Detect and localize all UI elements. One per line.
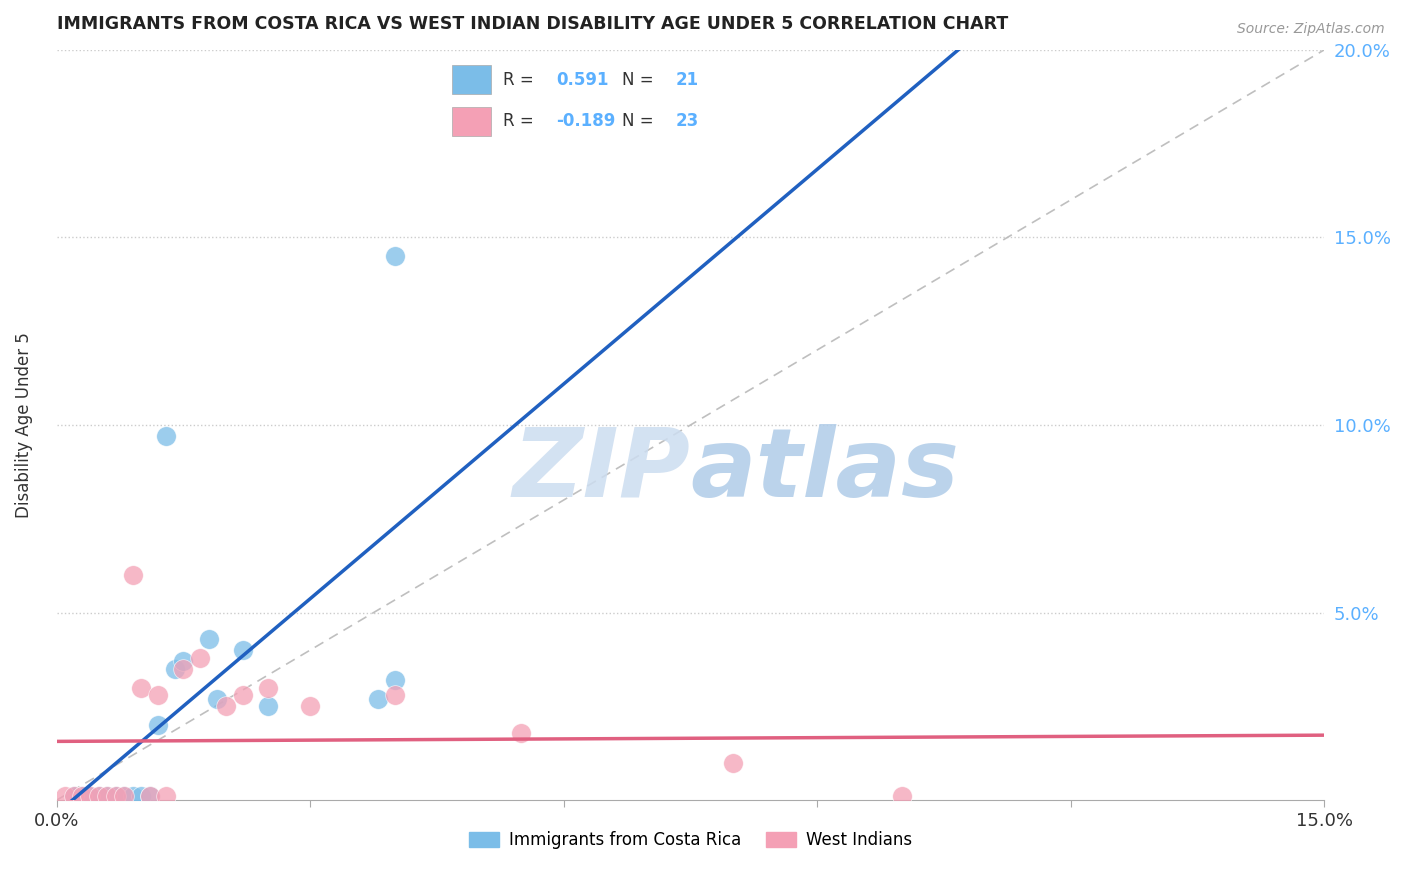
Point [121, 568, 143, 582]
Point [129, 789, 152, 804]
Point [112, 789, 135, 804]
Point [70, 789, 93, 804]
Point [384, 249, 406, 263]
Point [121, 789, 143, 804]
Point [87, 789, 110, 804]
Point [87, 789, 110, 804]
Point [510, 725, 533, 739]
Point [257, 699, 280, 714]
Point [721, 756, 744, 770]
Point [155, 429, 177, 443]
Point [172, 662, 194, 676]
Point [146, 688, 169, 702]
Point [197, 632, 219, 646]
Legend: Immigrants from Costa Rica, West Indians: Immigrants from Costa Rica, West Indians [463, 824, 918, 855]
Point [62, 789, 84, 804]
Point [129, 681, 152, 695]
Text: atlas: atlas [690, 424, 959, 516]
Point [163, 662, 186, 676]
Point [172, 654, 194, 668]
Point [155, 789, 177, 804]
Point [232, 643, 254, 657]
Text: ZIP: ZIP [513, 424, 690, 516]
Point [299, 699, 322, 714]
Point [384, 673, 406, 687]
Point [70, 789, 93, 804]
Point [104, 789, 127, 804]
Point [62, 789, 84, 804]
Point [890, 789, 912, 804]
Point [384, 688, 406, 702]
Point [138, 789, 160, 804]
Point [146, 718, 169, 732]
Text: IMMIGRANTS FROM COSTA RICA VS WEST INDIAN DISABILITY AGE UNDER 5 CORRELATION CHA: IMMIGRANTS FROM COSTA RICA VS WEST INDIA… [56, 15, 1008, 33]
Point [104, 789, 127, 804]
Y-axis label: Disability Age Under 5: Disability Age Under 5 [15, 332, 32, 518]
Point [257, 681, 280, 695]
Point [214, 699, 236, 714]
Point [96, 789, 118, 804]
Point [96, 789, 118, 804]
Point [138, 789, 160, 804]
Text: Source: ZipAtlas.com: Source: ZipAtlas.com [1237, 22, 1385, 37]
Point [205, 692, 228, 706]
Point [79, 789, 101, 804]
Point [367, 692, 389, 706]
Point [112, 789, 135, 804]
Point [188, 650, 211, 665]
Point [232, 688, 254, 702]
Point [79, 789, 101, 804]
Point [53, 789, 76, 804]
